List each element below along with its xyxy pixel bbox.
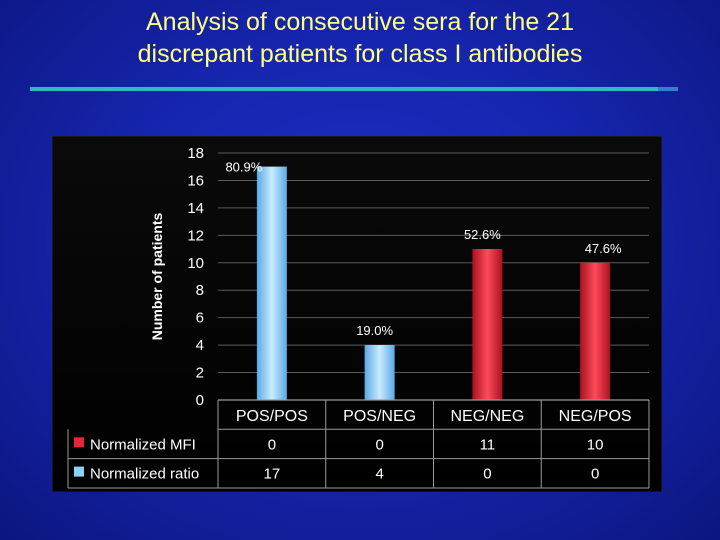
table-value: 10 (587, 436, 604, 453)
legend-label: Normalized MFI (90, 436, 196, 453)
bar-normalized-ratio (256, 166, 287, 400)
y-tick-label: 16 (187, 172, 204, 189)
data-label: 80.9% (225, 160, 262, 175)
y-tick-label: 2 (196, 365, 204, 382)
data-label: 52.6% (464, 227, 501, 242)
bar-chart: 0 2 4 6 8 10 12 14 16 18 Number of patients 80.9% 19… (52, 136, 662, 492)
y-tick-label: 8 (196, 282, 204, 299)
table-value: 0 (375, 436, 383, 453)
x-category-label: POS/POS (236, 408, 308, 425)
table-value: 0 (483, 466, 491, 483)
table-value: 0 (268, 436, 276, 453)
title-underline-end (658, 87, 678, 91)
slide-title-line-2: discrepant patients for class I antibodi… (137, 40, 583, 68)
slide-title: Analysis of consecutive sera for the 21 … (0, 6, 720, 70)
y-tick-label: 6 (196, 310, 204, 327)
table-value: 4 (375, 466, 383, 483)
table-value: 17 (264, 466, 281, 483)
y-tick-label: 4 (196, 337, 204, 354)
y-tick-label: 14 (187, 200, 204, 217)
y-tick-label: 10 (187, 255, 204, 272)
y-tick-label: 18 (187, 145, 204, 162)
x-category-label: NEG/POS (559, 408, 632, 425)
legend-swatch (74, 437, 84, 448)
data-label: 19.0% (356, 323, 393, 338)
y-tick-label: 12 (187, 227, 204, 244)
data-label: 47.6% (585, 241, 622, 256)
bar-normalized-mfi (580, 262, 611, 400)
y-tick-label: 0 (196, 392, 204, 409)
bar-normalized-mfi (472, 249, 503, 400)
chart-background (52, 136, 662, 492)
y-axis-label: Number of patients (149, 213, 165, 341)
title-underline (30, 87, 678, 91)
table-value: 11 (480, 436, 496, 453)
bar-normalized-ratio (364, 345, 395, 400)
x-category-label: NEG/NEG (450, 408, 524, 425)
slide-title-line-1: Analysis of consecutive sera for the 21 (145, 8, 574, 36)
legend-swatch (74, 466, 84, 477)
x-category-label: POS/NEG (343, 408, 416, 425)
legend-label: Normalized ratio (90, 466, 199, 483)
table-value: 0 (591, 466, 599, 483)
